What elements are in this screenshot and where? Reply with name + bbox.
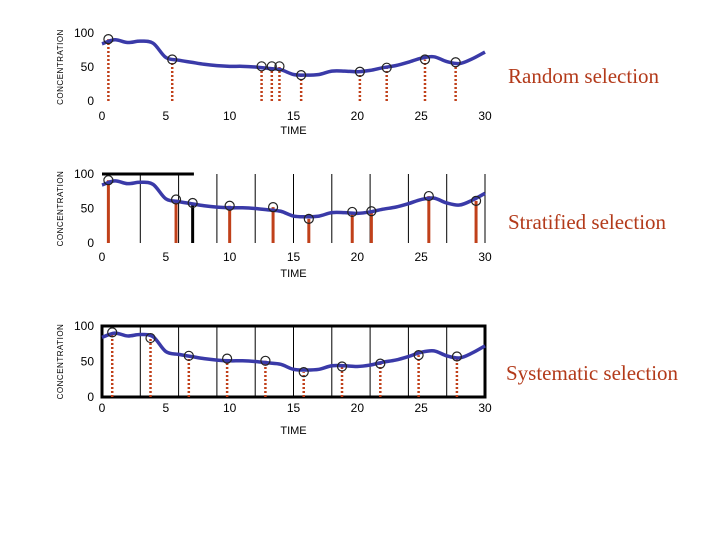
y-tick-label: 50 <box>81 202 95 216</box>
concentration-line <box>101 331 486 372</box>
sample-point <box>450 57 461 68</box>
y-axis-label: CONCENTRATION <box>56 324 65 400</box>
sample-point <box>419 54 431 65</box>
x-tick-label: 0 <box>99 250 106 264</box>
sample-point <box>423 190 434 202</box>
y-tick-label: 50 <box>81 60 95 74</box>
panel-title: Random selection <box>508 64 660 88</box>
y-axis-label: CONCENTRATION <box>56 29 65 105</box>
concentration-line <box>101 38 486 77</box>
sample-point <box>381 62 392 73</box>
sample-point <box>347 206 358 218</box>
sample-point <box>274 61 285 72</box>
x-tick-label: 10 <box>223 401 237 415</box>
sample-point <box>296 70 307 81</box>
sample-point <box>267 202 279 213</box>
panel-1: 0 50 100 0 5 10 15 20 25 30 TIME CONCENTRATION Rando… <box>56 26 660 137</box>
sample-point <box>375 358 386 369</box>
x-tick-label: 25 <box>414 250 428 264</box>
sample-point <box>187 197 198 209</box>
y-tick-label: 0 <box>87 390 94 404</box>
y-tick-label: 50 <box>81 355 95 369</box>
x-tick-label: 5 <box>162 250 169 264</box>
x-tick-label: 25 <box>414 109 428 123</box>
y-tick-label: 100 <box>74 319 94 333</box>
sample-point <box>303 213 314 224</box>
x-tick-label: 5 <box>162 401 169 415</box>
sample-point <box>470 195 482 207</box>
panel-3: 0 50 100 0 5 10 15 20 25 30 TIME CONCENTRATION Syste… <box>56 319 679 437</box>
y-tick-label: 100 <box>74 26 94 40</box>
x-tick-label: 15 <box>287 401 301 415</box>
y-axis-label: CONCENTRATION <box>56 171 65 247</box>
sample-point <box>222 353 233 364</box>
x-axis-label: TIME <box>280 268 306 280</box>
sample-point <box>366 206 377 217</box>
x-tick-label: 20 <box>351 109 365 123</box>
x-tick-label: 25 <box>414 401 428 415</box>
x-tick-label: 0 <box>99 401 106 415</box>
sample-point <box>260 355 271 366</box>
sample-point <box>103 34 114 45</box>
sample-point <box>298 367 309 378</box>
x-tick-label: 10 <box>223 109 237 123</box>
sample-point <box>336 361 348 372</box>
sample-point <box>224 200 235 211</box>
panel-title: Stratified selection <box>508 210 667 234</box>
sample-point <box>413 350 424 361</box>
x-tick-label: 20 <box>351 401 365 415</box>
x-tick-label: 15 <box>287 250 301 264</box>
x-tick-label: 15 <box>287 109 301 123</box>
x-axis-label: TIME <box>280 125 306 137</box>
sample-point <box>167 54 178 65</box>
x-tick-label: 30 <box>478 109 492 123</box>
x-axis-label: TIME <box>280 425 306 437</box>
x-tick-label: 30 <box>478 401 492 415</box>
y-tick-label: 0 <box>87 236 94 250</box>
x-tick-label: 5 <box>162 109 169 123</box>
x-tick-label: 0 <box>99 109 106 123</box>
sample-point <box>170 194 182 205</box>
concentration-line <box>101 179 486 219</box>
x-tick-label: 20 <box>351 250 365 264</box>
y-tick-label: 0 <box>87 94 94 108</box>
x-tick-label: 10 <box>223 250 237 264</box>
sample-point <box>103 175 114 186</box>
sample-point <box>451 351 463 362</box>
x-tick-label: 30 <box>478 250 492 264</box>
sample-point <box>354 66 365 77</box>
y-tick-label: 100 <box>74 167 94 181</box>
sample-point <box>107 327 118 338</box>
sample-point <box>145 332 156 344</box>
sample-point <box>183 350 194 361</box>
sample-point <box>266 61 277 72</box>
panel-title: Systematic selection <box>506 361 679 385</box>
panel-2: 0 50 100 0 5 10 15 20 25 30 TIME CONCENTRATION Strat… <box>56 167 667 280</box>
sample-point <box>256 61 267 72</box>
